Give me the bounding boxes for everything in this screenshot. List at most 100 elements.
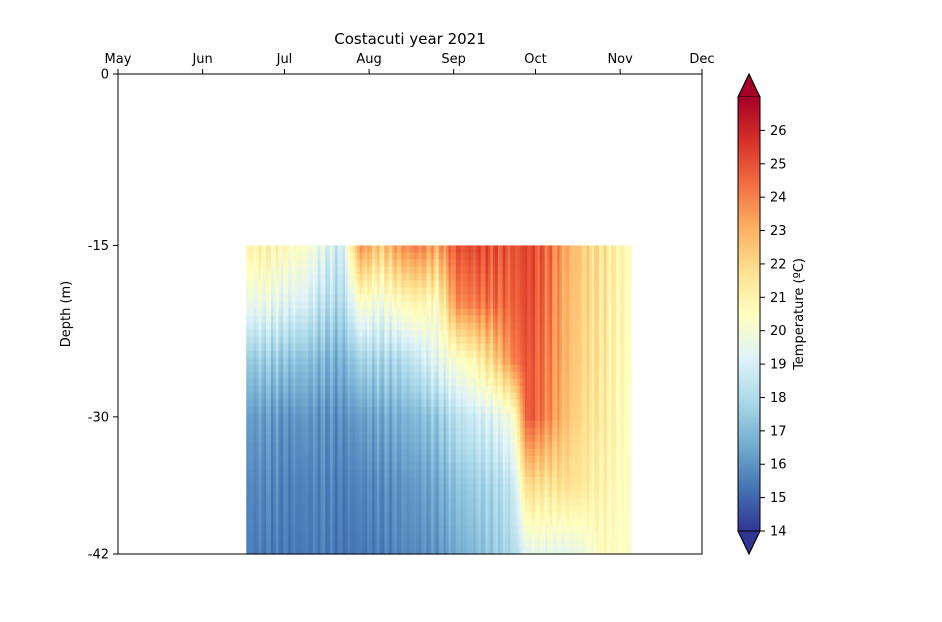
heatmap-cell: [438, 441, 442, 450]
heatmap-cell: [507, 315, 511, 324]
heatmap-cell: [381, 252, 385, 261]
heatmap-cell: [332, 413, 336, 422]
heatmap-cell: [265, 280, 270, 289]
heatmap-cell: [322, 413, 326, 422]
heatmap-cell: [280, 273, 284, 282]
heatmap-cell: [497, 434, 501, 443]
heatmap-cell: [381, 483, 385, 492]
heatmap-cell: [428, 462, 432, 471]
heatmap-cell: [487, 259, 492, 268]
heatmap-cell: [359, 434, 363, 443]
heatmap-cell: [357, 525, 361, 534]
heatmap-cell: [497, 315, 501, 324]
heatmap-cell: [465, 518, 469, 527]
heatmap-cell: [458, 385, 462, 394]
heatmap-cell: [305, 539, 309, 548]
heatmap-cell: [337, 315, 341, 324]
heatmap-cell: [441, 539, 445, 548]
heatmap-cell: [261, 259, 265, 268]
heatmap-cell: [411, 448, 415, 457]
heatmap-cell: [347, 259, 351, 268]
heatmap-cell: [362, 413, 366, 422]
heatmap-cell: [367, 413, 371, 422]
heatmap-cell: [280, 497, 284, 506]
heatmap-cell: [386, 455, 390, 464]
heatmap-cell: [505, 315, 509, 324]
heatmap-cell: [391, 525, 395, 534]
heatmap-cell: [423, 343, 427, 352]
heatmap-cell: [416, 385, 420, 394]
heatmap-cell: [354, 329, 358, 338]
heatmap-cell: [487, 483, 492, 492]
heatmap-cell: [310, 525, 314, 534]
heatmap-cell: [280, 420, 284, 429]
heatmap-cell: [428, 378, 432, 387]
heatmap-cell: [487, 385, 492, 394]
heatmap-cell: [433, 301, 437, 310]
heatmap-cell: [409, 413, 413, 422]
heatmap-cell: [495, 315, 499, 324]
heatmap-cell: [460, 378, 464, 387]
heatmap-cell: [485, 476, 489, 485]
heatmap-cell: [515, 378, 519, 387]
heatmap-cell: [322, 308, 326, 317]
heatmap-cell: [339, 266, 344, 275]
heatmap-cell: [465, 469, 469, 478]
heatmap-cell: [391, 301, 395, 310]
heatmap-cell: [475, 497, 479, 506]
heatmap-cell: [478, 287, 482, 296]
heatmap-cell: [473, 469, 477, 478]
heatmap-cell: [251, 364, 255, 373]
heatmap-cell: [386, 252, 390, 261]
heatmap-cell: [502, 266, 506, 275]
heatmap-cell: [515, 315, 519, 324]
heatmap-cell: [409, 378, 413, 387]
heatmap-cell: [251, 280, 255, 289]
heatmap-cell: [330, 336, 334, 345]
heatmap-cell: [285, 350, 289, 359]
heatmap-cell: [310, 476, 314, 485]
heatmap-cell: [273, 252, 277, 261]
heatmap-cell: [458, 511, 462, 520]
heatmap-cell: [386, 497, 390, 506]
heatmap-cell: [312, 434, 316, 443]
heatmap-cell: [327, 266, 331, 275]
heatmap-cell: [396, 476, 400, 485]
heatmap-cell: [426, 378, 430, 387]
heatmap-cell: [325, 511, 329, 520]
heatmap-cell: [376, 434, 381, 443]
heatmap-cell: [436, 357, 440, 366]
heatmap-cell: [394, 483, 398, 492]
heatmap-cell: [406, 441, 410, 450]
heatmap-cell: [502, 406, 506, 415]
heatmap-cell: [354, 532, 358, 541]
heatmap-cell: [300, 462, 304, 471]
heatmap-cell: [428, 504, 432, 513]
heatmap-cell: [450, 497, 455, 506]
heatmap-cell: [270, 294, 274, 303]
heatmap-cell: [278, 539, 282, 548]
heatmap-cell: [384, 434, 388, 443]
heatmap-cell: [406, 490, 410, 499]
heatmap-cell: [367, 525, 371, 534]
heatmap-cell: [458, 448, 462, 457]
heatmap-cell: [406, 483, 410, 492]
heatmap-cell: [278, 357, 282, 366]
heatmap-cell: [389, 343, 393, 352]
heatmap-cell: [330, 245, 334, 254]
heatmap-cell: [517, 539, 521, 548]
heatmap-cell: [270, 504, 274, 513]
heatmap-cell: [500, 301, 504, 310]
heatmap-cell: [515, 441, 519, 450]
heatmap-cell: [381, 448, 385, 457]
heatmap-cell: [450, 434, 455, 443]
heatmap-cell: [359, 273, 363, 282]
heatmap-cell: [362, 518, 366, 527]
heatmap-cell: [512, 357, 516, 366]
heatmap-cell: [421, 497, 425, 506]
heatmap-cell: [384, 343, 388, 352]
heatmap-cell: [483, 525, 487, 534]
heatmap-cell: [490, 378, 494, 387]
heatmap-cell: [401, 343, 405, 352]
heatmap-cell: [480, 448, 484, 457]
